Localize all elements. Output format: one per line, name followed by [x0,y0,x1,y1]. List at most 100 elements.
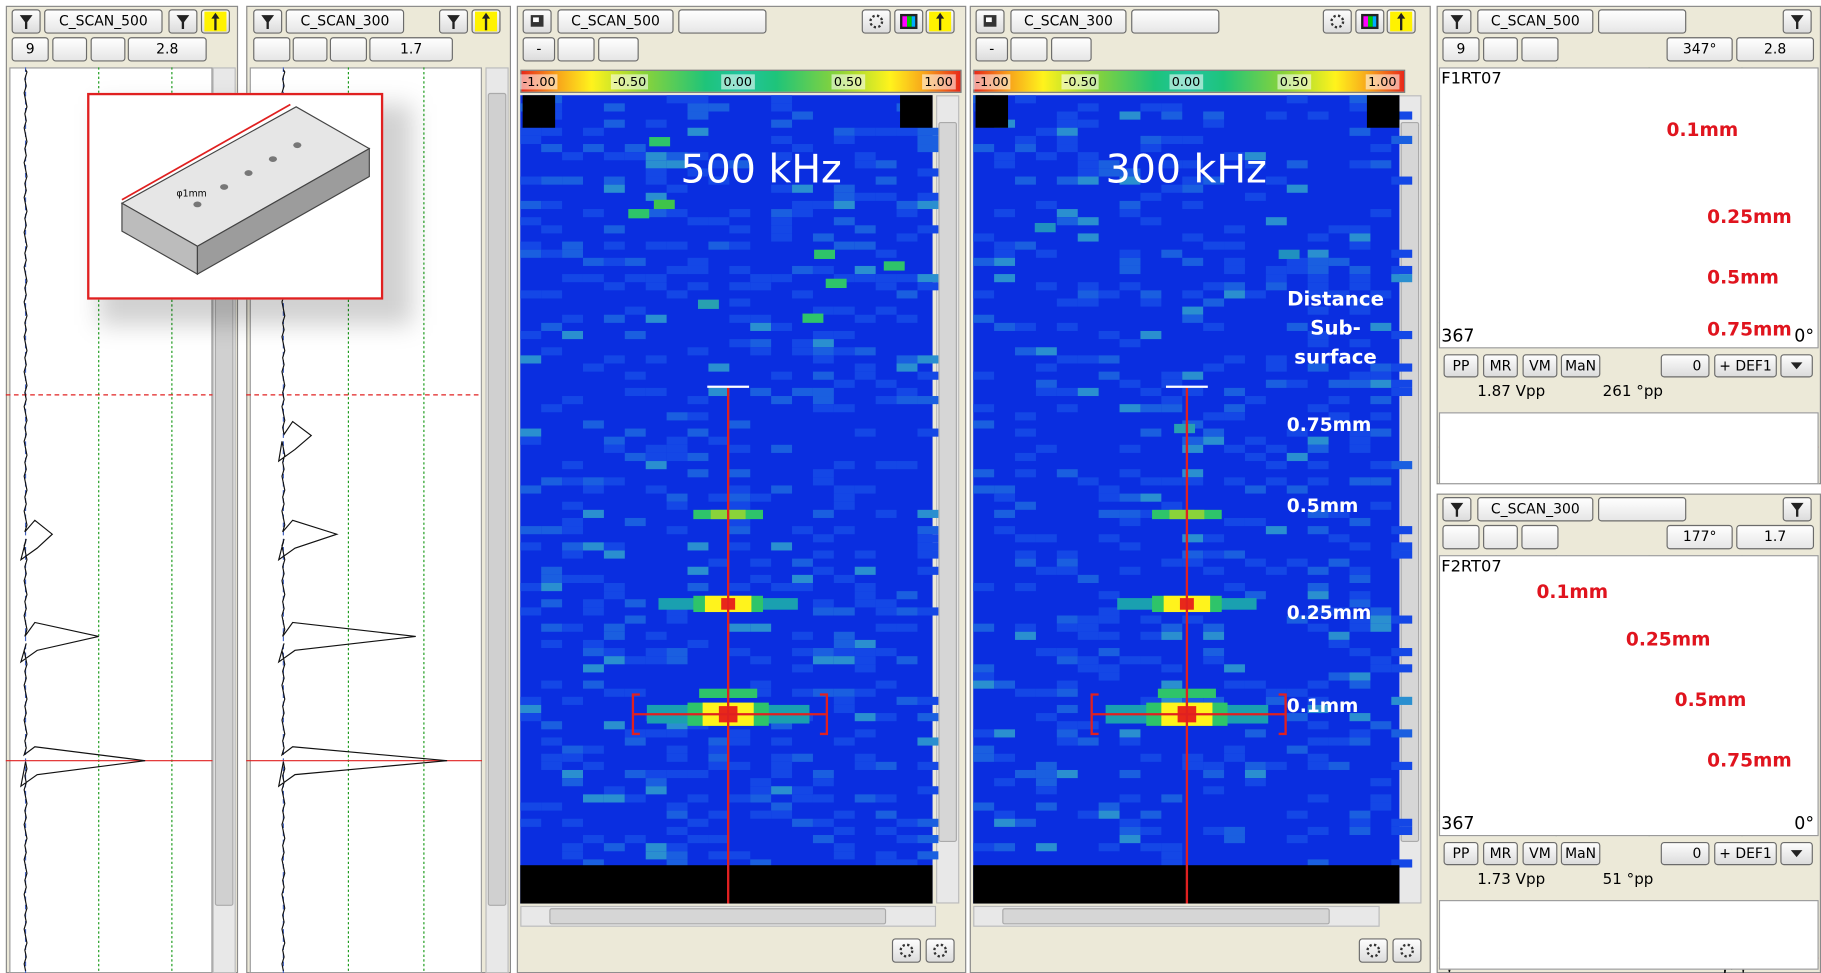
strip-chart [1439,900,1819,970]
channel-field[interactable]: C_SCAN_300 [1477,497,1593,521]
zoom-out-button[interactable] [1392,938,1421,962]
mode-button[interactable]: + DEF1 [1714,354,1777,377]
arrow-button[interactable] [926,9,955,33]
channel-field[interactable]: C_SCAN_500 [1477,9,1593,33]
field[interactable]: 2.8 [128,37,207,61]
mode-button[interactable]: VM [1523,842,1558,865]
filter-button[interactable] [1783,497,1812,521]
tool-icon [863,10,890,32]
field[interactable] [1483,37,1518,61]
minus-button[interactable]: - [523,37,556,61]
depth-label: 0.5mm [1675,689,1747,711]
inset-label: φ1mm [177,188,207,198]
zoom-in-button[interactable] [1359,938,1388,962]
vscroll-thumb[interactable] [938,122,957,842]
hscroll-thumb[interactable] [1002,908,1330,924]
arrow-button[interactable] [1387,9,1416,33]
filter-button[interactable] [1442,497,1471,521]
field[interactable] [293,37,328,61]
minus-button[interactable]: - [976,37,1009,61]
filter-button[interactable] [253,9,282,33]
field[interactable] [1598,9,1686,33]
field[interactable] [1521,525,1558,549]
field[interactable]: 2.8 [1736,37,1814,61]
field[interactable] [557,37,594,61]
filter-icon [1444,498,1471,520]
field[interactable]: 1.7 [1736,525,1814,549]
amplitude: 1.87 Vpp [1477,383,1545,400]
field[interactable]: 9 [12,37,49,61]
hscroll-thumb[interactable] [549,908,886,924]
dropdown-button[interactable] [1780,354,1813,377]
mode-button[interactable]: + DEF1 [1714,842,1777,865]
arrow-button[interactable] [201,9,230,33]
channel-field[interactable]: C_SCAN_500 [557,9,673,33]
field[interactable] [598,37,639,61]
channel-field[interactable]: C_SCAN_300 [1010,9,1126,33]
field[interactable] [1521,37,1558,61]
view-button[interactable] [523,9,552,33]
channel-field[interactable]: C_SCAN_500 [44,9,162,33]
arrow-button[interactable] [472,9,501,33]
field[interactable] [253,37,290,61]
mode-button[interactable]: 0 [1661,354,1710,377]
tool-icon [927,940,954,962]
filter-button[interactable] [439,9,468,33]
arrow-icon [202,10,229,32]
channel-field[interactable]: C_SCAN_300 [286,9,404,33]
tool-button[interactable] [862,9,891,33]
field[interactable] [1442,525,1479,549]
vscroll-thumb[interactable] [1401,122,1420,842]
colorbar-label: 1.00 [1366,74,1399,89]
filter-button[interactable] [168,9,197,33]
tool-icon [893,940,920,962]
mode-button[interactable]: MaN [1561,842,1600,865]
field[interactable]: 1.7 [369,37,453,61]
mode-button[interactable]: PP [1444,354,1479,377]
colorbar-label: -0.50 [1061,74,1099,89]
mode-button[interactable]: MR [1483,842,1518,865]
scale-label: 367 [1441,325,1474,346]
field[interactable] [678,9,766,33]
frequency-label: 300 kHz [1106,146,1267,192]
tool-button[interactable] [1323,9,1352,33]
view-button[interactable] [976,9,1005,33]
filter-button[interactable] [1442,9,1471,33]
field[interactable] [1010,37,1047,61]
field[interactable] [1131,9,1219,33]
field[interactable] [1598,497,1686,521]
depth-label: 0.75mm [1707,749,1792,771]
filter-button[interactable] [12,9,41,33]
field[interactable]: 347° [1667,37,1733,61]
inset [87,93,383,300]
tool-icon [1394,940,1421,962]
depth-label: 0.5mm [1707,266,1779,288]
zoom-out-button[interactable] [926,938,955,962]
depth-label: 0.5mm [1287,495,1359,517]
filter-button[interactable] [1783,9,1812,33]
field[interactable] [52,37,87,61]
field[interactable]: 9 [1442,37,1479,61]
colorbar-label: 0.50 [1277,74,1310,89]
scale-label: 367 [1441,813,1474,834]
dropdown-button[interactable] [1780,842,1813,865]
field[interactable] [91,37,126,61]
field[interactable]: 177° [1667,525,1733,549]
mode-button[interactable]: VM [1523,354,1558,377]
depth-label: 0.75mm [1707,318,1792,340]
field[interactable] [1483,525,1518,549]
mode-button[interactable]: MaN [1561,354,1600,377]
frequency-label: F2RT07 [1441,557,1501,576]
field[interactable] [1051,37,1092,61]
filter-icon [254,10,281,32]
mode-button[interactable]: 0 [1661,842,1710,865]
palette-button[interactable] [894,9,923,33]
zoom-in-button[interactable] [892,938,921,962]
palette-button[interactable] [1355,9,1384,33]
mode-button[interactable]: MR [1483,354,1518,377]
colorbar-label: -1.00 [973,74,1011,89]
view-icon [524,10,551,32]
field[interactable] [330,37,367,61]
scroll-thumb[interactable] [488,93,507,906]
mode-button[interactable]: PP [1444,842,1479,865]
